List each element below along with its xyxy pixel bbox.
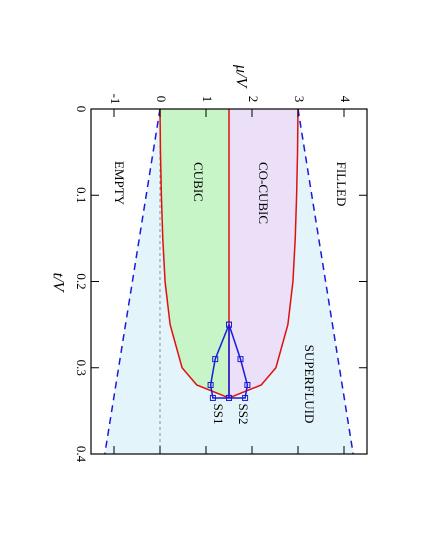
x-tick-label: 0.4 (74, 446, 89, 463)
x-axis-label: t/V (49, 273, 66, 294)
series-line (209, 324, 230, 399)
y-tick-label: 3 (292, 96, 307, 103)
series-line (104, 108, 161, 455)
marker (242, 394, 249, 401)
series-line (228, 108, 299, 399)
y-tick-label: -1 (108, 94, 123, 105)
marker (237, 356, 244, 363)
phase-region (160, 109, 229, 398)
annotation: CUBIC (191, 162, 206, 202)
marker (212, 356, 219, 363)
series-line (228, 324, 249, 399)
annotation: EMPTY (112, 161, 127, 206)
marker (209, 394, 216, 401)
x-tick-label: 0 (74, 106, 89, 113)
annotation: CO-CUBIC (256, 162, 271, 224)
marker (244, 382, 251, 388)
x-tick-label: 0.1 (74, 187, 89, 203)
y-tick-label: 1 (200, 96, 215, 103)
x-tick-label: 0.2 (74, 273, 89, 289)
y-axis-label: μ/V (232, 64, 249, 89)
y-tick-label: 2 (246, 96, 261, 103)
y-tick-label: 0 (154, 96, 169, 103)
series-line (159, 108, 230, 399)
annotation: SS2 (236, 404, 251, 425)
annotation: SS1 (211, 404, 226, 425)
annotation: SUPERFLUID (302, 345, 317, 424)
x-tick-label: 0.3 (74, 360, 89, 376)
y-tick-label: 4 (338, 96, 353, 103)
series-line (297, 108, 354, 455)
phase-region (229, 109, 298, 398)
annotation: FILLED (334, 162, 349, 207)
marker (207, 382, 214, 388)
